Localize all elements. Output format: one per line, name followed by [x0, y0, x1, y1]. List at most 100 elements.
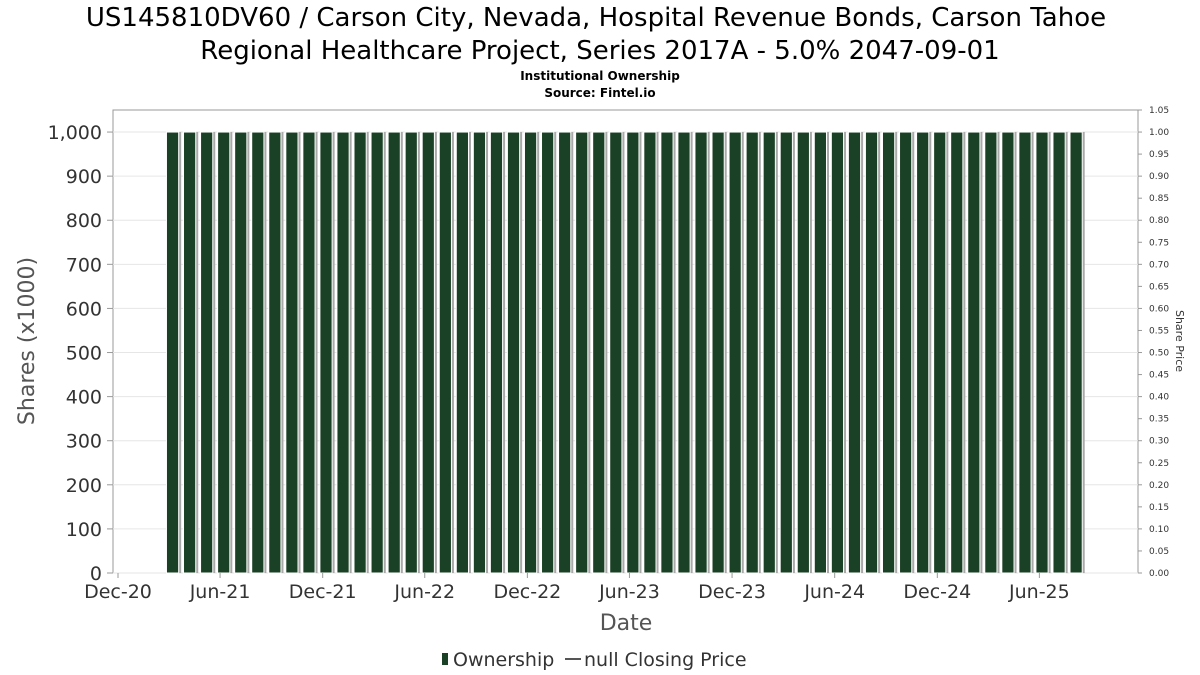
bar: [1018, 131, 1032, 574]
y2-tick-label: 0.55: [1149, 326, 1169, 336]
legend: Ownership null Closing Price: [442, 649, 747, 671]
bar: [864, 131, 879, 574]
y2-tick-label: 0.00: [1149, 569, 1169, 579]
bar: [319, 131, 333, 574]
y-tick-label: 300: [66, 431, 102, 453]
y2-tick-label: 0.05: [1149, 547, 1169, 557]
bar: [933, 131, 947, 574]
x-tick-label: Jun-22: [393, 581, 455, 603]
bar: [421, 131, 435, 574]
x-tick-label: Dec-21: [289, 581, 357, 603]
bar: [950, 131, 964, 574]
bar: [643, 131, 657, 574]
x-tick-label: Dec-20: [84, 581, 152, 603]
bar: [796, 131, 810, 574]
y2-tick-label: 0.45: [1149, 371, 1169, 381]
y2-tick-label: 0.95: [1149, 150, 1169, 160]
x-tick-label: Jun-24: [803, 581, 865, 603]
y-axis-label: Shares (x1000): [15, 257, 40, 425]
bar: [984, 131, 998, 574]
chart-title-line2: Regional Healthcare Project, Series 2017…: [200, 36, 999, 66]
chart-subtitle-line1: Institutional Ownership: [520, 69, 680, 83]
y2-tick-label: 0.65: [1149, 282, 1169, 292]
bar: [813, 131, 827, 574]
bar: [762, 131, 776, 574]
bar: [404, 131, 418, 574]
bar: [336, 131, 350, 574]
bar: [745, 131, 759, 574]
y2-tick-label: 0.35: [1149, 415, 1169, 425]
legend-label-ownership: Ownership: [453, 649, 554, 671]
bar: [728, 131, 742, 574]
bar: [268, 131, 282, 574]
bar: [489, 131, 504, 574]
y2-tick-label: 0.25: [1149, 459, 1169, 469]
y2-tick-label: 0.90: [1149, 172, 1169, 182]
bar: [285, 131, 299, 574]
bar: [217, 131, 231, 574]
x-tick-label: Dec-23: [698, 581, 766, 603]
y2-axis-label: Share Price: [1173, 310, 1186, 372]
bar: [677, 131, 691, 574]
bar: [660, 131, 674, 574]
bar: [779, 131, 793, 574]
bar: [200, 131, 214, 574]
y-tick-label: 500: [66, 343, 102, 365]
y2-tick-label: 1.00: [1149, 128, 1169, 138]
y-tick-label: 0: [90, 563, 102, 585]
x-tick-label: Jun-21: [189, 581, 251, 603]
bar: [523, 131, 538, 574]
y2-tick-label: 0.50: [1149, 349, 1169, 359]
y2-tick-label: 1.05: [1149, 106, 1169, 116]
x-tick-label: Jun-23: [598, 581, 660, 603]
bar: [1035, 131, 1049, 574]
bar: [506, 131, 521, 574]
bar-series-ownership: [165, 131, 1085, 574]
y2-tick-label: 0.75: [1149, 238, 1169, 248]
y-tick-label: 200: [66, 475, 102, 497]
bar: [387, 131, 401, 574]
bar: [1052, 131, 1066, 574]
gridlines: [113, 131, 1138, 574]
bar: [251, 131, 265, 574]
y-tick-label: 1,000: [48, 122, 102, 144]
bar: [592, 131, 606, 574]
bar: [438, 131, 452, 574]
bar: [165, 131, 180, 574]
bar: [575, 131, 589, 574]
y-tick-label: 700: [66, 254, 102, 276]
y2-tick-label: 0.30: [1149, 437, 1169, 447]
bar: [1069, 131, 1083, 574]
x-tick-label: Dec-24: [903, 581, 971, 603]
x-axis-ticks: Dec-20 Jun-21 Dec-21 Jun-22 Dec-22 Jun-23 Dec-…: [84, 573, 1070, 603]
y2-tick-label: 0.10: [1149, 525, 1169, 535]
bar: [1001, 131, 1015, 574]
y-tick-label: 100: [66, 519, 102, 541]
y2-tick-label: 0.70: [1149, 260, 1169, 270]
bar: [916, 131, 930, 574]
chart-subtitle-line2: Source: Fintel.io: [544, 86, 655, 100]
bar: [353, 131, 367, 574]
y2-tick-label: 0.20: [1149, 481, 1169, 491]
legend-swatch-ownership: [442, 653, 448, 665]
bar: [626, 131, 640, 574]
bar: [694, 131, 708, 574]
y-tick-label: 400: [66, 387, 102, 409]
x-axis-label: Date: [600, 611, 653, 636]
plot-area: [112, 109, 1139, 574]
bar: [183, 131, 197, 574]
chart-title-line1: US145810DV60 / Carson City, Nevada, Hosp…: [86, 3, 1106, 33]
y2-tick-label: 0.15: [1149, 503, 1169, 513]
y2-axis-ticks: 0.00 0.05 0.10 0.15 0.20 0.25 0.30 0.35 0.40 0.45…: [1138, 106, 1169, 579]
bar: [370, 131, 384, 574]
bar: [455, 131, 469, 574]
legend-label-price: null Closing Price: [584, 649, 747, 671]
bar: [830, 131, 845, 574]
bar: [234, 131, 248, 574]
bar: [847, 131, 862, 574]
y2-tick-label: 0.60: [1149, 304, 1169, 314]
bar: [558, 131, 572, 574]
y2-tick-label: 0.40: [1149, 393, 1169, 403]
bar: [609, 131, 623, 574]
